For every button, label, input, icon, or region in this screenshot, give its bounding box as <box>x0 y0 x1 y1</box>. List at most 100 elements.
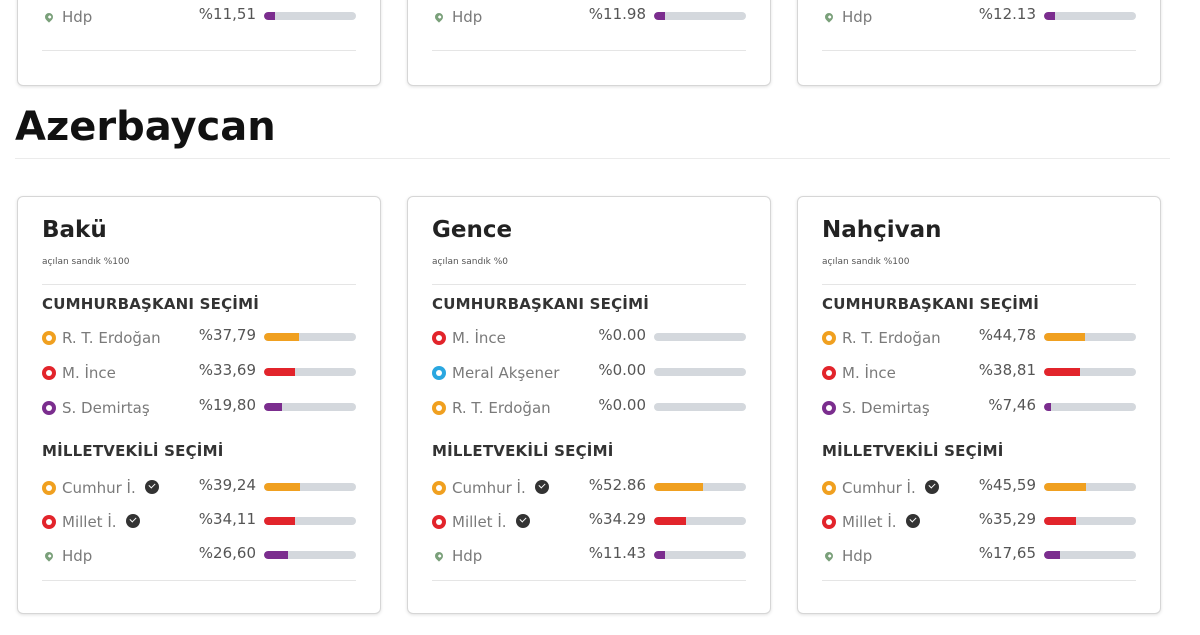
presidential-title: CUMHURBAŞKANI SEÇİMİ <box>432 295 649 313</box>
check-icon <box>515 513 530 528</box>
progress-fill <box>264 483 301 491</box>
section-title: Azerbaycan <box>15 104 276 150</box>
result-row: Cumhur İ. %45,59 <box>822 475 1136 501</box>
progress-bar <box>654 483 746 491</box>
result-row: Meral Akşener %0.00 <box>432 360 746 386</box>
candidate-name: R. T. Erdoğan <box>62 329 161 347</box>
candidate-name: S. Demirtaş <box>62 399 150 417</box>
party-percent: %11,51 <box>198 5 256 23</box>
divider <box>432 50 746 51</box>
result-row: Hdp %11,51 <box>42 4 356 30</box>
check-icon <box>534 479 549 494</box>
result-row: Hdp %26,60 <box>42 543 356 569</box>
result-row: S. Demirtaş %7,46 <box>822 395 1136 421</box>
divider <box>42 50 356 51</box>
candidate-name: M. İnce <box>452 329 506 347</box>
result-row: Hdp %11.98 <box>432 4 746 30</box>
candidate-label: Meral Akşener <box>452 364 560 382</box>
candidate-label: Hdp <box>842 547 873 565</box>
candidate-percent: %35,29 <box>978 510 1036 528</box>
candidate-name: M. İnce <box>62 364 116 382</box>
candidate-name: R. T. Erdoğan <box>452 399 551 417</box>
presidential-title: CUMHURBAŞKANI SEÇİMİ <box>42 295 259 313</box>
result-row: Millet İ. %34.29 <box>432 509 746 535</box>
party-percent: %11.98 <box>588 5 646 23</box>
progress-bar <box>654 551 746 559</box>
progress-fill <box>1044 333 1086 341</box>
parliament-title: MİLLETVEKİLİ SEÇİMİ <box>42 442 224 460</box>
progress-fill <box>1044 551 1061 559</box>
result-row: M. İnce %38,81 <box>822 360 1136 386</box>
progress-bar <box>264 551 356 559</box>
candidate-percent: %11.43 <box>588 544 646 562</box>
candidate-percent: %52.86 <box>588 476 646 494</box>
progress-fill <box>1044 403 1051 411</box>
result-row: R. T. Erdoğan %0.00 <box>432 395 746 421</box>
progress-fill <box>264 517 296 525</box>
candidate-label: R. T. Erdoğan <box>452 399 551 417</box>
erdogan-icon <box>42 331 56 345</box>
candidate-percent: %44,78 <box>978 326 1036 344</box>
result-row: R. T. Erdoğan %37,79 <box>42 325 356 351</box>
check-icon <box>125 513 140 528</box>
candidate-name: R. T. Erdoğan <box>842 329 941 347</box>
candidate-label: S. Demirtaş <box>62 399 150 417</box>
result-row: Cumhur İ. %39,24 <box>42 475 356 501</box>
result-row: Cumhur İ. %52.86 <box>432 475 746 501</box>
erdogan-icon <box>432 401 446 415</box>
check-icon <box>905 513 920 528</box>
city-name: Nahçivan <box>822 217 942 243</box>
city-card-nahcivan: Nahçivan açılan sandık %100 CUMHURBAŞKANI … <box>797 196 1161 614</box>
divider <box>42 580 356 581</box>
candidate-label: M. İnce <box>842 364 896 382</box>
result-row: M. İnce %0.00 <box>432 325 746 351</box>
candidate-percent: %34.29 <box>588 510 646 528</box>
candidate-name: Meral Akşener <box>452 364 559 382</box>
opened-ballot-label: açılan sandık %0 <box>432 257 509 267</box>
candidate-name: M. İnce <box>842 364 896 382</box>
candidate-name: Cumhur İ. <box>62 479 159 497</box>
hdp-pin-icon <box>43 11 55 23</box>
progress-fill <box>1044 368 1080 376</box>
candidate-name: Hdp <box>452 547 482 565</box>
progress-fill <box>264 368 295 376</box>
progress-bar <box>654 12 746 20</box>
hdp-pin-icon <box>823 550 835 562</box>
millet-icon <box>432 515 446 529</box>
progress-bar <box>654 333 746 341</box>
hdp-pin-icon <box>43 550 55 562</box>
candidate-name: Millet İ. <box>62 513 140 531</box>
progress-fill <box>264 12 275 20</box>
candidate-label: S. Demirtaş <box>842 399 930 417</box>
candidate-label: Cumhur İ. <box>842 479 916 497</box>
result-row: R. T. Erdoğan %44,78 <box>822 325 1136 351</box>
result-row: Millet İ. %35,29 <box>822 509 1136 535</box>
result-row: Hdp %17,65 <box>822 543 1136 569</box>
progress-bar <box>654 517 746 525</box>
top-card-3: Hdp %12.13 <box>797 0 1161 86</box>
candidate-name: Cumhur İ. <box>842 479 939 497</box>
party-name: Hdp <box>62 8 93 26</box>
candidate-percent: %33,69 <box>198 361 256 379</box>
check-icon <box>144 479 159 494</box>
result-row: Hdp %11.43 <box>432 543 746 569</box>
candidate-percent: %0.00 <box>598 361 646 379</box>
result-row: M. İnce %33,69 <box>42 360 356 386</box>
progress-fill <box>1044 517 1077 525</box>
progress-bar <box>1044 517 1136 525</box>
candidate-percent: %45,59 <box>978 476 1036 494</box>
divider <box>822 50 1136 51</box>
candidate-label: M. İnce <box>452 329 506 347</box>
candidate-percent: %0.00 <box>598 326 646 344</box>
hdp-pin-icon <box>433 11 445 23</box>
progress-bar <box>1044 333 1136 341</box>
result-row: Millet İ. %34,11 <box>42 509 356 535</box>
party-percent: %12.13 <box>978 5 1036 23</box>
check-icon <box>924 479 939 494</box>
progress-fill <box>264 403 283 411</box>
progress-bar <box>1044 551 1136 559</box>
candidate-label: R. T. Erdoğan <box>842 329 941 347</box>
city-name: Gence <box>432 217 513 243</box>
candidate-label: Hdp <box>62 547 93 565</box>
top-card-2: Hdp %11.98 <box>407 0 771 86</box>
